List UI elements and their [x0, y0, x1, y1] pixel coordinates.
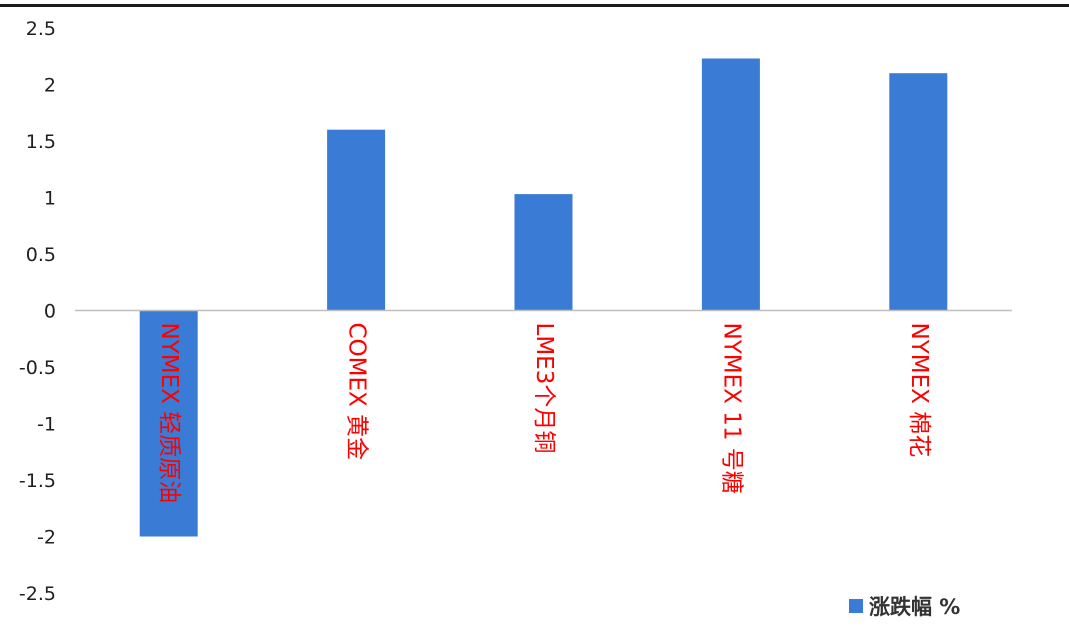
bar: [139, 310, 198, 537]
bar: [514, 194, 573, 311]
y-tick-label: -2: [37, 527, 56, 549]
category-label: NYMEX 轻质原油: [156, 323, 182, 504]
y-tick-label: 2.5: [26, 18, 56, 40]
top-border-line: [0, 4, 1069, 7]
y-tick-label: 1: [44, 188, 56, 210]
category-label: NYMEX 11 号糖: [718, 323, 744, 494]
legend-swatch: [849, 599, 863, 613]
y-tick-label: 0: [44, 301, 56, 323]
legend-label: 涨跌幅 %: [869, 595, 960, 619]
bar: [701, 58, 760, 311]
y-tick-label: 0.5: [26, 244, 56, 266]
bar: [327, 129, 386, 311]
y-tick-label: -0.5: [19, 357, 56, 379]
category-label: NYMEX 棉花: [906, 323, 932, 458]
y-tick-label: -2.5: [19, 583, 56, 605]
category-label: LME3个月铜: [531, 323, 557, 454]
y-tick-label: 1.5: [26, 131, 56, 153]
y-tick-label: 2: [44, 75, 56, 97]
y-tick-label: -1.5: [19, 470, 56, 492]
bar: [889, 73, 948, 311]
category-label: COMEX 黄金: [344, 323, 370, 461]
y-tick-label: -1: [37, 414, 56, 436]
